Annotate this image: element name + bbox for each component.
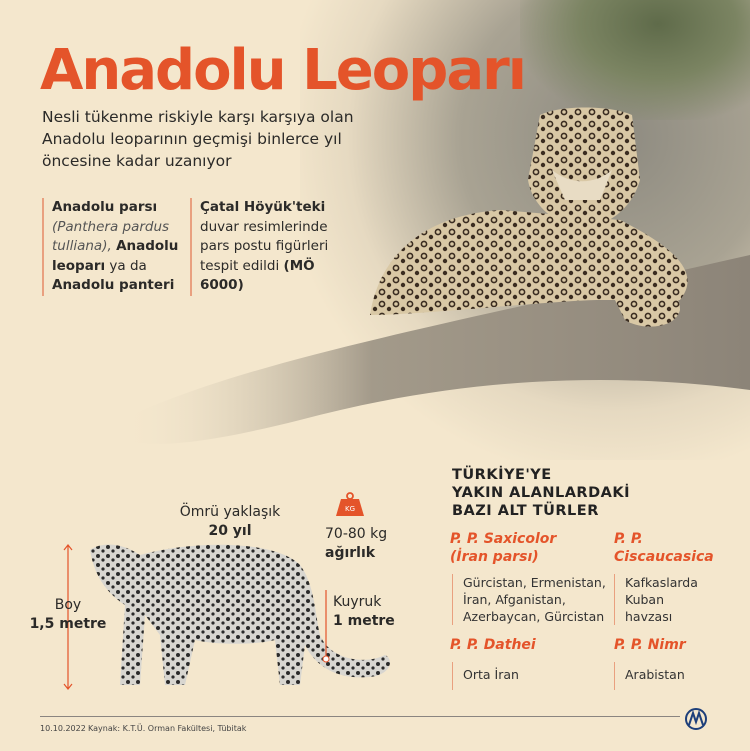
heading-line: TÜRKİYE'YE [452,467,552,483]
subtitle: Nesli tükenme riskiyle karşı karşıya ola… [42,108,354,170]
fact-text: ya da [109,257,147,274]
subspecies-location: Gürcistan, Ermenistan, İran, Afganistan,… [452,574,610,625]
subspecies-item: P. P. Saxicolor (İran parsı) Gürcistan, … [450,530,610,625]
kg-label: KG [345,505,355,513]
subspecies-item: P. P. Nimr Arabistan [614,636,734,690]
subspecies-item: P. P. Dathei Orta İran [450,636,610,690]
fact-text: Anadolu panteri [52,277,175,293]
stat-value: ağırlık [325,545,376,561]
fact-text: duvar resimlerinde pars postu figürleri … [200,218,329,274]
fact-catalhoyuk: Çatal Höyük'teki duvar resimlerinde pars… [190,198,330,296]
heading-line: BAZI ALT TÜRLER [452,503,599,519]
tree-foliage [520,0,750,120]
tail-marker-icon [322,590,330,663]
tail-stat: Kuyruk 1 metre [333,593,395,631]
subspecies-name: P. P. Ciscaucasica [614,531,714,565]
weight-stat: 70-80 kg ağırlık [325,525,420,563]
footer-divider [40,716,680,717]
height-stat: Boy 1,5 metre [28,596,108,634]
stat-label: 70-80 kg [325,526,388,542]
fact-text: Anadolu parsı [52,199,158,215]
height-arrow-icon [63,544,73,690]
aa-logo [685,708,707,730]
subspecies-location: Arabistan [614,662,734,690]
fact-text: Anadolu leoparı [52,238,179,274]
heading-line: YAKIN ALANLARDAKİ [452,485,630,501]
fact-names: Anadolu parsı (Panthera pardus tulliana)… [42,198,182,296]
fact-date: (MÖ 6000) [200,257,315,294]
subspecies-name: P. P. Saxicolor (İran parsı) [450,531,557,565]
standing-leopard-illustration [90,544,390,685]
lifespan-stat: Ömrü yaklaşık 20 yıl [150,503,310,541]
subspecies-item: P. P. Ciscaucasica Kafkaslarda Kuban hav… [614,530,734,625]
subspecies-name: P. P. Nimr [614,637,686,653]
stat-value: 1 metre [333,613,395,629]
page-title: Anadolu Leoparı [40,38,527,103]
stat-label: Ömrü yaklaşık [179,504,281,520]
scientific-name: (Panthera pardus tulliana), [52,218,170,255]
stat-value: 20 yıl [208,523,252,539]
stat-label: Boy [54,597,82,613]
subspecies-location: Orta İran [452,662,610,690]
stat-value: 1,5 metre [29,616,107,632]
leopard-on-branch-illustration [120,107,750,444]
subspecies-heading: TÜRKİYE'YE YAKIN ALANLARDAKİ BAZI ALT TÜ… [452,466,630,520]
weight-kg-icon: KG [336,492,364,516]
footer-source: Kaynak: K.T.Ü. Orman Fakültesi, Tübitak [88,724,247,733]
subspecies-name: P. P. Dathei [450,637,536,653]
footer-date: 10.10.2022 [40,724,86,733]
stat-label: Kuyruk [333,594,382,610]
subspecies-location: Kafkaslarda Kuban havzası [614,574,714,625]
fact-text: Çatal Höyük'teki [200,199,326,215]
